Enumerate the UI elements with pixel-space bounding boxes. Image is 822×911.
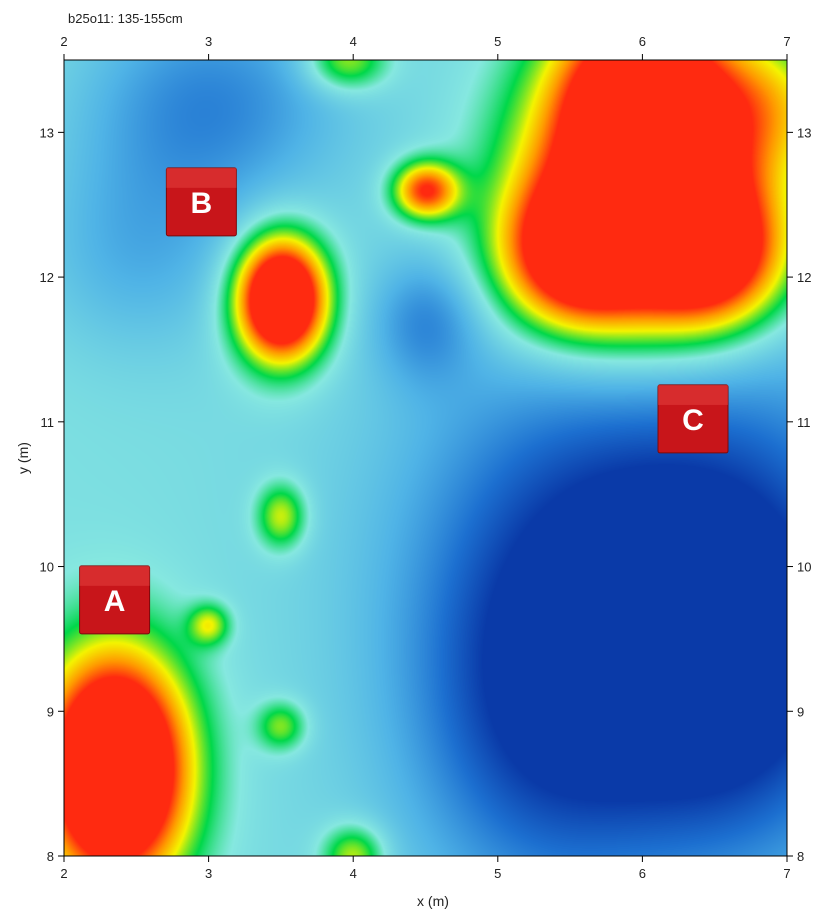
region-marker-c: C — [657, 384, 729, 454]
y-tick-label-right: 10 — [797, 560, 811, 575]
y-tick-label: 10 — [40, 560, 54, 575]
y-tick-label: 8 — [47, 849, 54, 864]
marker-box — [79, 565, 151, 635]
marker-highlight — [658, 384, 729, 405]
marker-label: A — [104, 585, 126, 618]
marker-label: C — [682, 404, 704, 437]
region-markers: A B C — [79, 167, 729, 635]
y-tick-label: 9 — [47, 704, 54, 719]
y-tick-label-right: 11 — [797, 415, 811, 430]
x-tick-label: 2 — [60, 866, 67, 881]
plot-frame — [63, 59, 788, 857]
y-axis-title: y (m) — [15, 442, 31, 474]
x-tick-label-top: 4 — [350, 34, 357, 49]
y-tick-label: 13 — [40, 125, 54, 140]
x-tick-label: 7 — [783, 866, 790, 881]
chart-title: b25o11: 135-155cm — [68, 11, 183, 26]
marker-highlight — [166, 167, 237, 188]
x-tick-label-top: 7 — [783, 34, 790, 49]
marker-label: B — [191, 187, 213, 220]
y-tick-label: 11 — [41, 415, 55, 430]
x-tick-label: 4 — [350, 866, 357, 881]
region-marker-b: B — [165, 167, 237, 237]
marker-box — [165, 167, 237, 237]
x-tick-label: 6 — [639, 866, 646, 881]
region-marker-a: A — [79, 565, 151, 635]
x-axis-title: x (m) — [417, 893, 449, 909]
x-tick-label-top: 6 — [639, 34, 646, 49]
y-tick-label: 12 — [40, 270, 54, 285]
x-tick-label: 5 — [494, 866, 501, 881]
x-tick-label-top: 3 — [205, 34, 212, 49]
x-tick-label-top: 5 — [494, 34, 501, 49]
marker-highlight — [79, 565, 150, 586]
y-tick-label-right: 13 — [797, 125, 811, 140]
y-tick-label-right: 8 — [797, 849, 804, 864]
y-tick-label-right: 9 — [797, 704, 804, 719]
x-tick-label: 3 — [205, 866, 212, 881]
marker-box — [657, 384, 729, 454]
y-tick-label-right: 12 — [797, 270, 811, 285]
x-tick-label-top: 2 — [60, 34, 67, 49]
